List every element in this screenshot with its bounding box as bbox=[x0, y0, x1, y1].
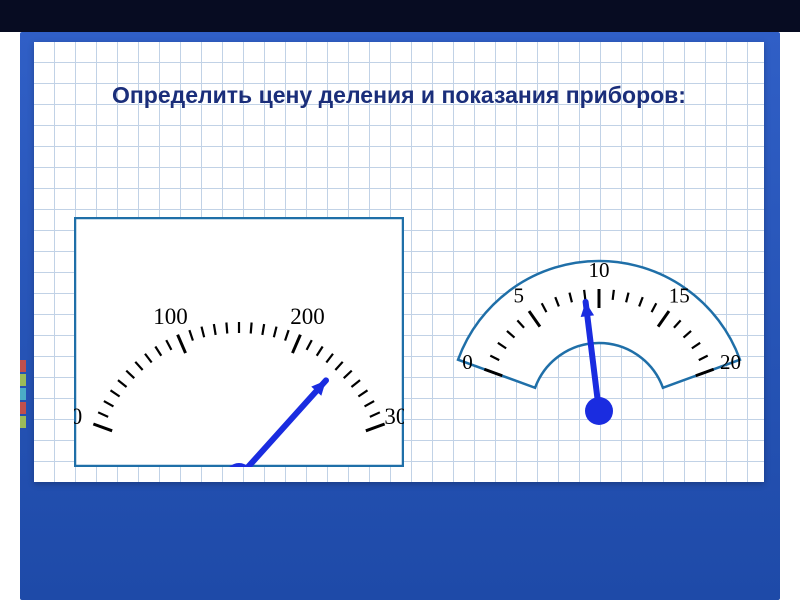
svg-text:15: 15 bbox=[669, 283, 690, 307]
slide: Определить цену деления и показания приб… bbox=[0, 0, 800, 600]
dark-band bbox=[0, 0, 800, 32]
svg-text:0: 0 bbox=[74, 404, 82, 429]
gauge-left: 0 100 200 300 bbox=[74, 217, 404, 467]
svg-text:20: 20 bbox=[720, 350, 741, 374]
grid-card: Определить цену деления и показания приб… bbox=[34, 42, 764, 482]
svg-text:100: 100 bbox=[153, 304, 188, 329]
gauge-right: 0 5 10 15 20 bbox=[444, 202, 754, 457]
svg-text:300: 300 bbox=[384, 404, 404, 429]
side-marks bbox=[20, 360, 30, 430]
svg-text:5: 5 bbox=[513, 283, 524, 307]
svg-text:200: 200 bbox=[290, 304, 325, 329]
svg-text:0: 0 bbox=[462, 350, 473, 374]
page-title: Определить цену деления и показания приб… bbox=[34, 82, 764, 109]
svg-text:10: 10 bbox=[589, 258, 610, 282]
